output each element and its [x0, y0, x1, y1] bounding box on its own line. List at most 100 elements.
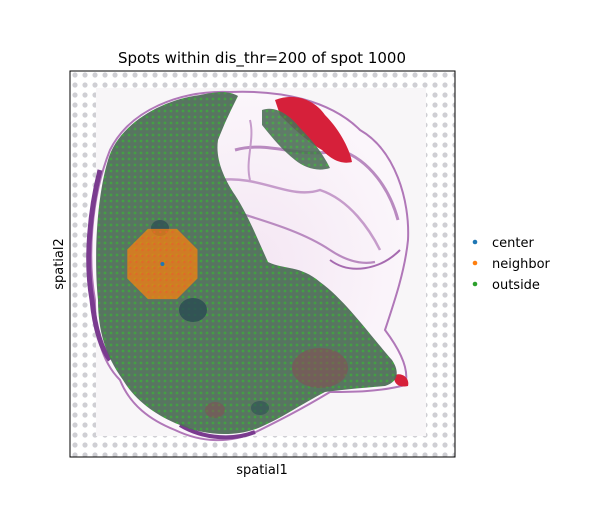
neighbor-spot: [129, 260, 132, 264]
neighbor-spot: [129, 266, 132, 270]
neighbor-spot: [147, 284, 150, 288]
neighbor-spot: [153, 278, 156, 282]
neighbor-spot: [147, 290, 150, 294]
neighbor-spot: [177, 290, 180, 294]
neighbor-spot: [165, 260, 168, 264]
neighbor-spot: [171, 284, 174, 288]
neighbor-spot: [153, 284, 156, 288]
neighbor-spot: [147, 236, 150, 240]
x-axis-label: spatial1: [236, 463, 288, 478]
neighbor-spot: [153, 242, 156, 246]
neighbor-spot: [153, 230, 156, 234]
neighbor-spot: [177, 248, 180, 252]
neighbor-spot: [165, 248, 168, 252]
neighbor-spot: [159, 284, 162, 288]
neighbor-spot: [141, 260, 144, 264]
red-tissue-region: [275, 96, 352, 163]
neighbor-spot: [183, 266, 186, 270]
neighbor-spot: [165, 266, 168, 270]
neighbor-spot: [135, 266, 138, 270]
neighbor-spot: [183, 284, 186, 288]
neighbor-spot: [141, 242, 144, 246]
neighbor-spot: [165, 242, 168, 246]
neighbor-spot: [183, 242, 186, 246]
neighbor-spot: [153, 236, 156, 240]
neighbor-spot: [141, 236, 144, 240]
neighbor-spot: [141, 278, 144, 282]
neighbor-spot: [141, 272, 144, 276]
neighbor-spot: [189, 254, 192, 258]
neighbor-spot: [129, 272, 132, 276]
neighbor-spot: [183, 254, 186, 258]
neighbor-spot: [153, 260, 156, 264]
neighbor-spot: [141, 248, 144, 252]
legend-marker-center: [472, 239, 478, 245]
neighbor-spot: [153, 248, 156, 252]
neighbor-spot: [177, 260, 180, 264]
neighbor-spot: [177, 284, 180, 288]
series-outside: [96, 92, 397, 435]
neighbor-spot: [141, 266, 144, 270]
neighbor-spot: [147, 272, 150, 276]
neighbor-spot: [159, 272, 162, 276]
neighbor-spot: [153, 266, 156, 270]
neighbor-spot: [153, 290, 156, 294]
neighbor-spot: [177, 254, 180, 258]
neighbor-spot: [177, 278, 180, 282]
neighbor-spot: [159, 242, 162, 246]
neighbor-spot: [189, 272, 192, 276]
neighbor-spot: [159, 266, 162, 270]
neighbor-spot: [159, 230, 162, 234]
neighbor-spot: [171, 290, 174, 294]
neighbor-spot: [159, 290, 162, 294]
neighbor-spot: [147, 278, 150, 282]
neighbor-spot: [177, 236, 180, 240]
neighbor-spot: [189, 260, 192, 264]
neighbor-spot: [165, 290, 168, 294]
neighbor-spot: [171, 242, 174, 246]
neighbor-spot: [165, 272, 168, 276]
neighbor-spot: [141, 284, 144, 288]
neighbor-spot: [141, 254, 144, 258]
neighbor-spot: [159, 254, 162, 258]
neighbor-spot: [165, 254, 168, 258]
neighbor-spot: [159, 236, 162, 240]
neighbor-spot: [135, 260, 138, 264]
neighbor-spot: [171, 266, 174, 270]
plot-area: [70, 71, 455, 457]
neighbor-spot: [177, 272, 180, 276]
legend: center neighbor outside: [472, 236, 551, 293]
neighbor-spot: [129, 254, 132, 258]
neighbor-spot: [183, 278, 186, 282]
neighbor-spot: [153, 254, 156, 258]
neighbor-spot: [153, 272, 156, 276]
legend-label-outside: outside: [492, 278, 540, 293]
neighbor-spot: [171, 248, 174, 252]
neighbor-spot: [171, 236, 174, 240]
neighbor-spot: [135, 278, 138, 282]
neighbor-spot: [135, 254, 138, 258]
neighbor-spot: [165, 236, 168, 240]
neighbor-spot: [177, 266, 180, 270]
neighbor-spot: [165, 278, 168, 282]
neighbor-spot: [189, 248, 192, 252]
neighbor-spot: [171, 260, 174, 264]
neighbor-spot: [147, 266, 150, 270]
center-spot: [160, 262, 165, 266]
neighbor-spot: [147, 254, 150, 258]
legend-marker-neighbor: [472, 260, 478, 266]
y-axis-label: spatial2: [52, 238, 67, 290]
neighbor-spot: [159, 248, 162, 252]
neighbor-spot: [189, 266, 192, 270]
legend-label-center: center: [492, 236, 534, 251]
neighbor-spot: [183, 260, 186, 264]
neighbor-spot: [183, 272, 186, 276]
neighbor-spot: [159, 278, 162, 282]
neighbor-spot: [147, 260, 150, 264]
legend-label-neighbor: neighbor: [492, 257, 551, 272]
neighbor-spot: [135, 242, 138, 246]
neighbor-spot: [147, 242, 150, 246]
neighbor-spot: [171, 272, 174, 276]
neighbor-spot: [171, 230, 174, 234]
